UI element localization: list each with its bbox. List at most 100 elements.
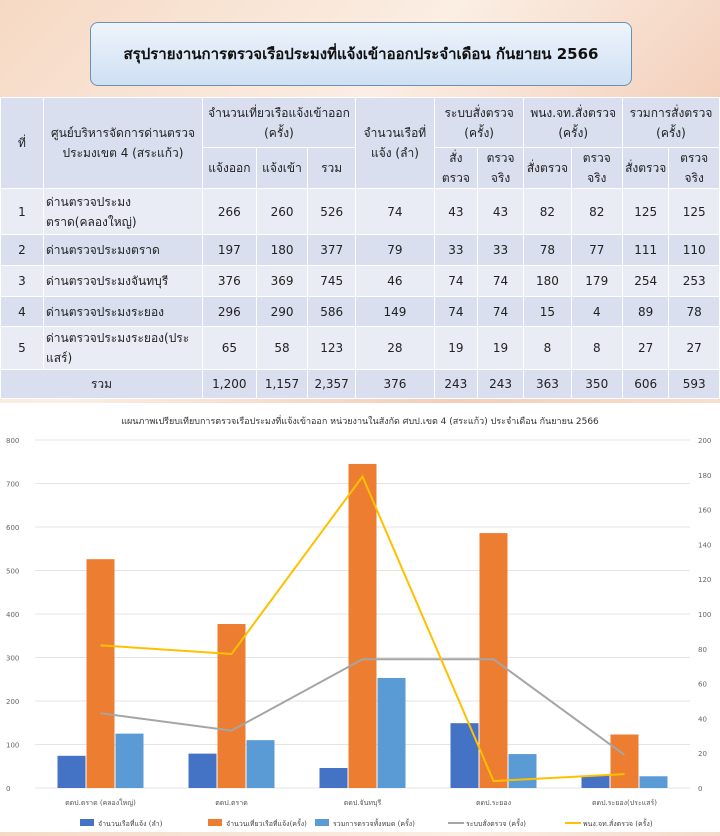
- bar-3: [246, 740, 275, 788]
- row-value: 74: [433, 265, 478, 297]
- row-value: 125: [621, 188, 670, 235]
- row-value: 110: [668, 234, 720, 266]
- bar-1: [581, 775, 610, 788]
- row-value: 4: [570, 296, 624, 327]
- y-tick-label: 800: [6, 437, 19, 445]
- row-value: 197: [202, 234, 257, 266]
- bar-2: [348, 463, 377, 788]
- row-value: 74: [476, 296, 525, 327]
- row-value: 46: [354, 265, 435, 297]
- row-name: ด่านตรวจประมงระยอง(ประแสร์): [43, 326, 203, 370]
- row-value: 65: [202, 326, 257, 370]
- y2-tick-label: 160: [698, 507, 711, 515]
- row-value: 376: [202, 265, 257, 297]
- sub-actual: ตรวจจริง: [570, 147, 624, 189]
- comparison-chart: แผนภาพเปรียบเทียบการตรวจเรือประมงที่แจ้ง…: [0, 403, 720, 832]
- row-value: 125: [668, 188, 720, 235]
- row-value: 296: [202, 296, 257, 327]
- row-value: 745: [307, 265, 356, 297]
- header-center: ศูนย์บริหารจัดการด่านตรวจประมงเขต 4 (สระ…: [43, 97, 203, 189]
- y-tick-label: 0: [6, 785, 10, 793]
- total-value: 376: [354, 369, 435, 399]
- row-value: 28: [354, 326, 435, 370]
- table-row: 5 ด่านตรวจประมงระยอง(ประแสร์) 65 58 123 28 19 1…: [0, 326, 720, 370]
- y-tick-label: 100: [6, 742, 19, 750]
- total-value: 1,157: [255, 369, 309, 399]
- sub-sum: รวม: [307, 147, 356, 189]
- row-value: 19: [476, 326, 525, 370]
- total-value: 606: [621, 369, 670, 399]
- row-value: 266: [202, 188, 257, 235]
- row-value: 15: [523, 296, 572, 327]
- y2-tick-label: 20: [698, 750, 707, 758]
- table-row: 1 ด่านตรวจประมงตราด(คลองใหญ่) 266 260 526 74 4…: [0, 188, 720, 235]
- row-value: 27: [668, 326, 720, 370]
- sub-actual: ตรวจจริง: [668, 147, 720, 189]
- row-value: 43: [433, 188, 478, 235]
- row-value: 89: [621, 296, 670, 327]
- row-value: 123: [307, 326, 356, 370]
- y2-tick-label: 0: [698, 785, 702, 793]
- row-value: 79: [354, 234, 435, 266]
- legend-swatch: [80, 819, 94, 826]
- row-value: 180: [255, 234, 309, 266]
- row-value: 74: [433, 296, 478, 327]
- row-value: 8: [523, 326, 572, 370]
- bar-2: [217, 624, 246, 788]
- bar-2: [610, 734, 639, 788]
- total-value: 350: [570, 369, 624, 399]
- row-value: 19: [433, 326, 478, 370]
- row-value: 74: [476, 265, 525, 297]
- header-ships: จำนวนเรือที่แจ้ง (ลำ): [354, 97, 435, 189]
- row-value: 33: [433, 234, 478, 266]
- x-tick-label: ตดป.จันทบุรี: [344, 799, 382, 807]
- row-value: 526: [307, 188, 356, 235]
- sub-in: แจ้งเข้า: [255, 147, 309, 189]
- bar-2: [86, 559, 115, 788]
- header-system: ระบบสั่งตรวจ (ครั้ง): [433, 97, 525, 148]
- row-value: 180: [523, 265, 572, 297]
- sub-ordered: สั่งตรวจ: [523, 147, 572, 189]
- row-no: 5: [0, 326, 44, 370]
- row-no: 3: [0, 265, 44, 297]
- legend-label: จำนวนเที่ยวเรือที่แจ้ง(ครั้ง): [226, 817, 307, 828]
- row-value: 33: [476, 234, 525, 266]
- row-value: 369: [255, 265, 309, 297]
- row-value: 82: [523, 188, 572, 235]
- row-name: ด่านตรวจประมงระยอง: [43, 296, 203, 327]
- bar-3: [639, 776, 668, 788]
- row-value: 149: [354, 296, 435, 327]
- line-series-3: [100, 658, 626, 756]
- legend-swatch: [208, 819, 222, 826]
- sub-ordered: สั่งตรวจ: [621, 147, 670, 189]
- x-tick-label: ตดป.ระยอง: [476, 799, 511, 807]
- row-value: 253: [668, 265, 720, 297]
- bar-2: [479, 533, 508, 788]
- y2-tick-label: 100: [698, 611, 711, 619]
- y-tick-label: 500: [6, 568, 19, 576]
- y2-tick-label: 80: [698, 646, 707, 654]
- total-label: รวม: [0, 369, 203, 399]
- total-value: 2,357: [307, 369, 356, 399]
- y-tick-label: 600: [6, 524, 19, 532]
- row-value: 254: [621, 265, 670, 297]
- table-row: 2 ด่านตรวจประมงตราด 197 180 377 79 33 33 78 77 111…: [0, 234, 720, 266]
- row-no: 2: [0, 234, 44, 266]
- sub-actual: ตรวจจริง: [476, 147, 525, 189]
- row-name: ด่านตรวจประมงตราด: [43, 234, 203, 266]
- total-value: 593: [668, 369, 720, 399]
- bar-3: [377, 677, 406, 788]
- y2-tick-label: 140: [698, 541, 711, 549]
- row-value: 27: [621, 326, 670, 370]
- chart-title: แผนภาพเปรียบเทียบการตรวจเรือประมงที่แจ้ง…: [121, 414, 599, 427]
- bar-1: [57, 755, 86, 788]
- row-value: 78: [523, 234, 572, 266]
- row-name: ด่านตรวจประมงจันทบุรี: [43, 265, 203, 297]
- row-value: 82: [570, 188, 624, 235]
- y2-tick-label: 120: [698, 576, 711, 584]
- x-tick-label: ตดป.ระยอง(ประแสร์): [592, 799, 657, 807]
- report-title: สรุปรายงานการตรวจเรือประมงที่แจ้งเข้าออก…: [90, 22, 632, 86]
- y-tick-label: 400: [6, 611, 19, 619]
- table-row: 3 ด่านตรวจประมงจันทบุรี 376 369 745 46 74 74 180…: [0, 265, 720, 297]
- legend-label: ระบบสั่งตรวจ (ครั้ง): [466, 817, 526, 828]
